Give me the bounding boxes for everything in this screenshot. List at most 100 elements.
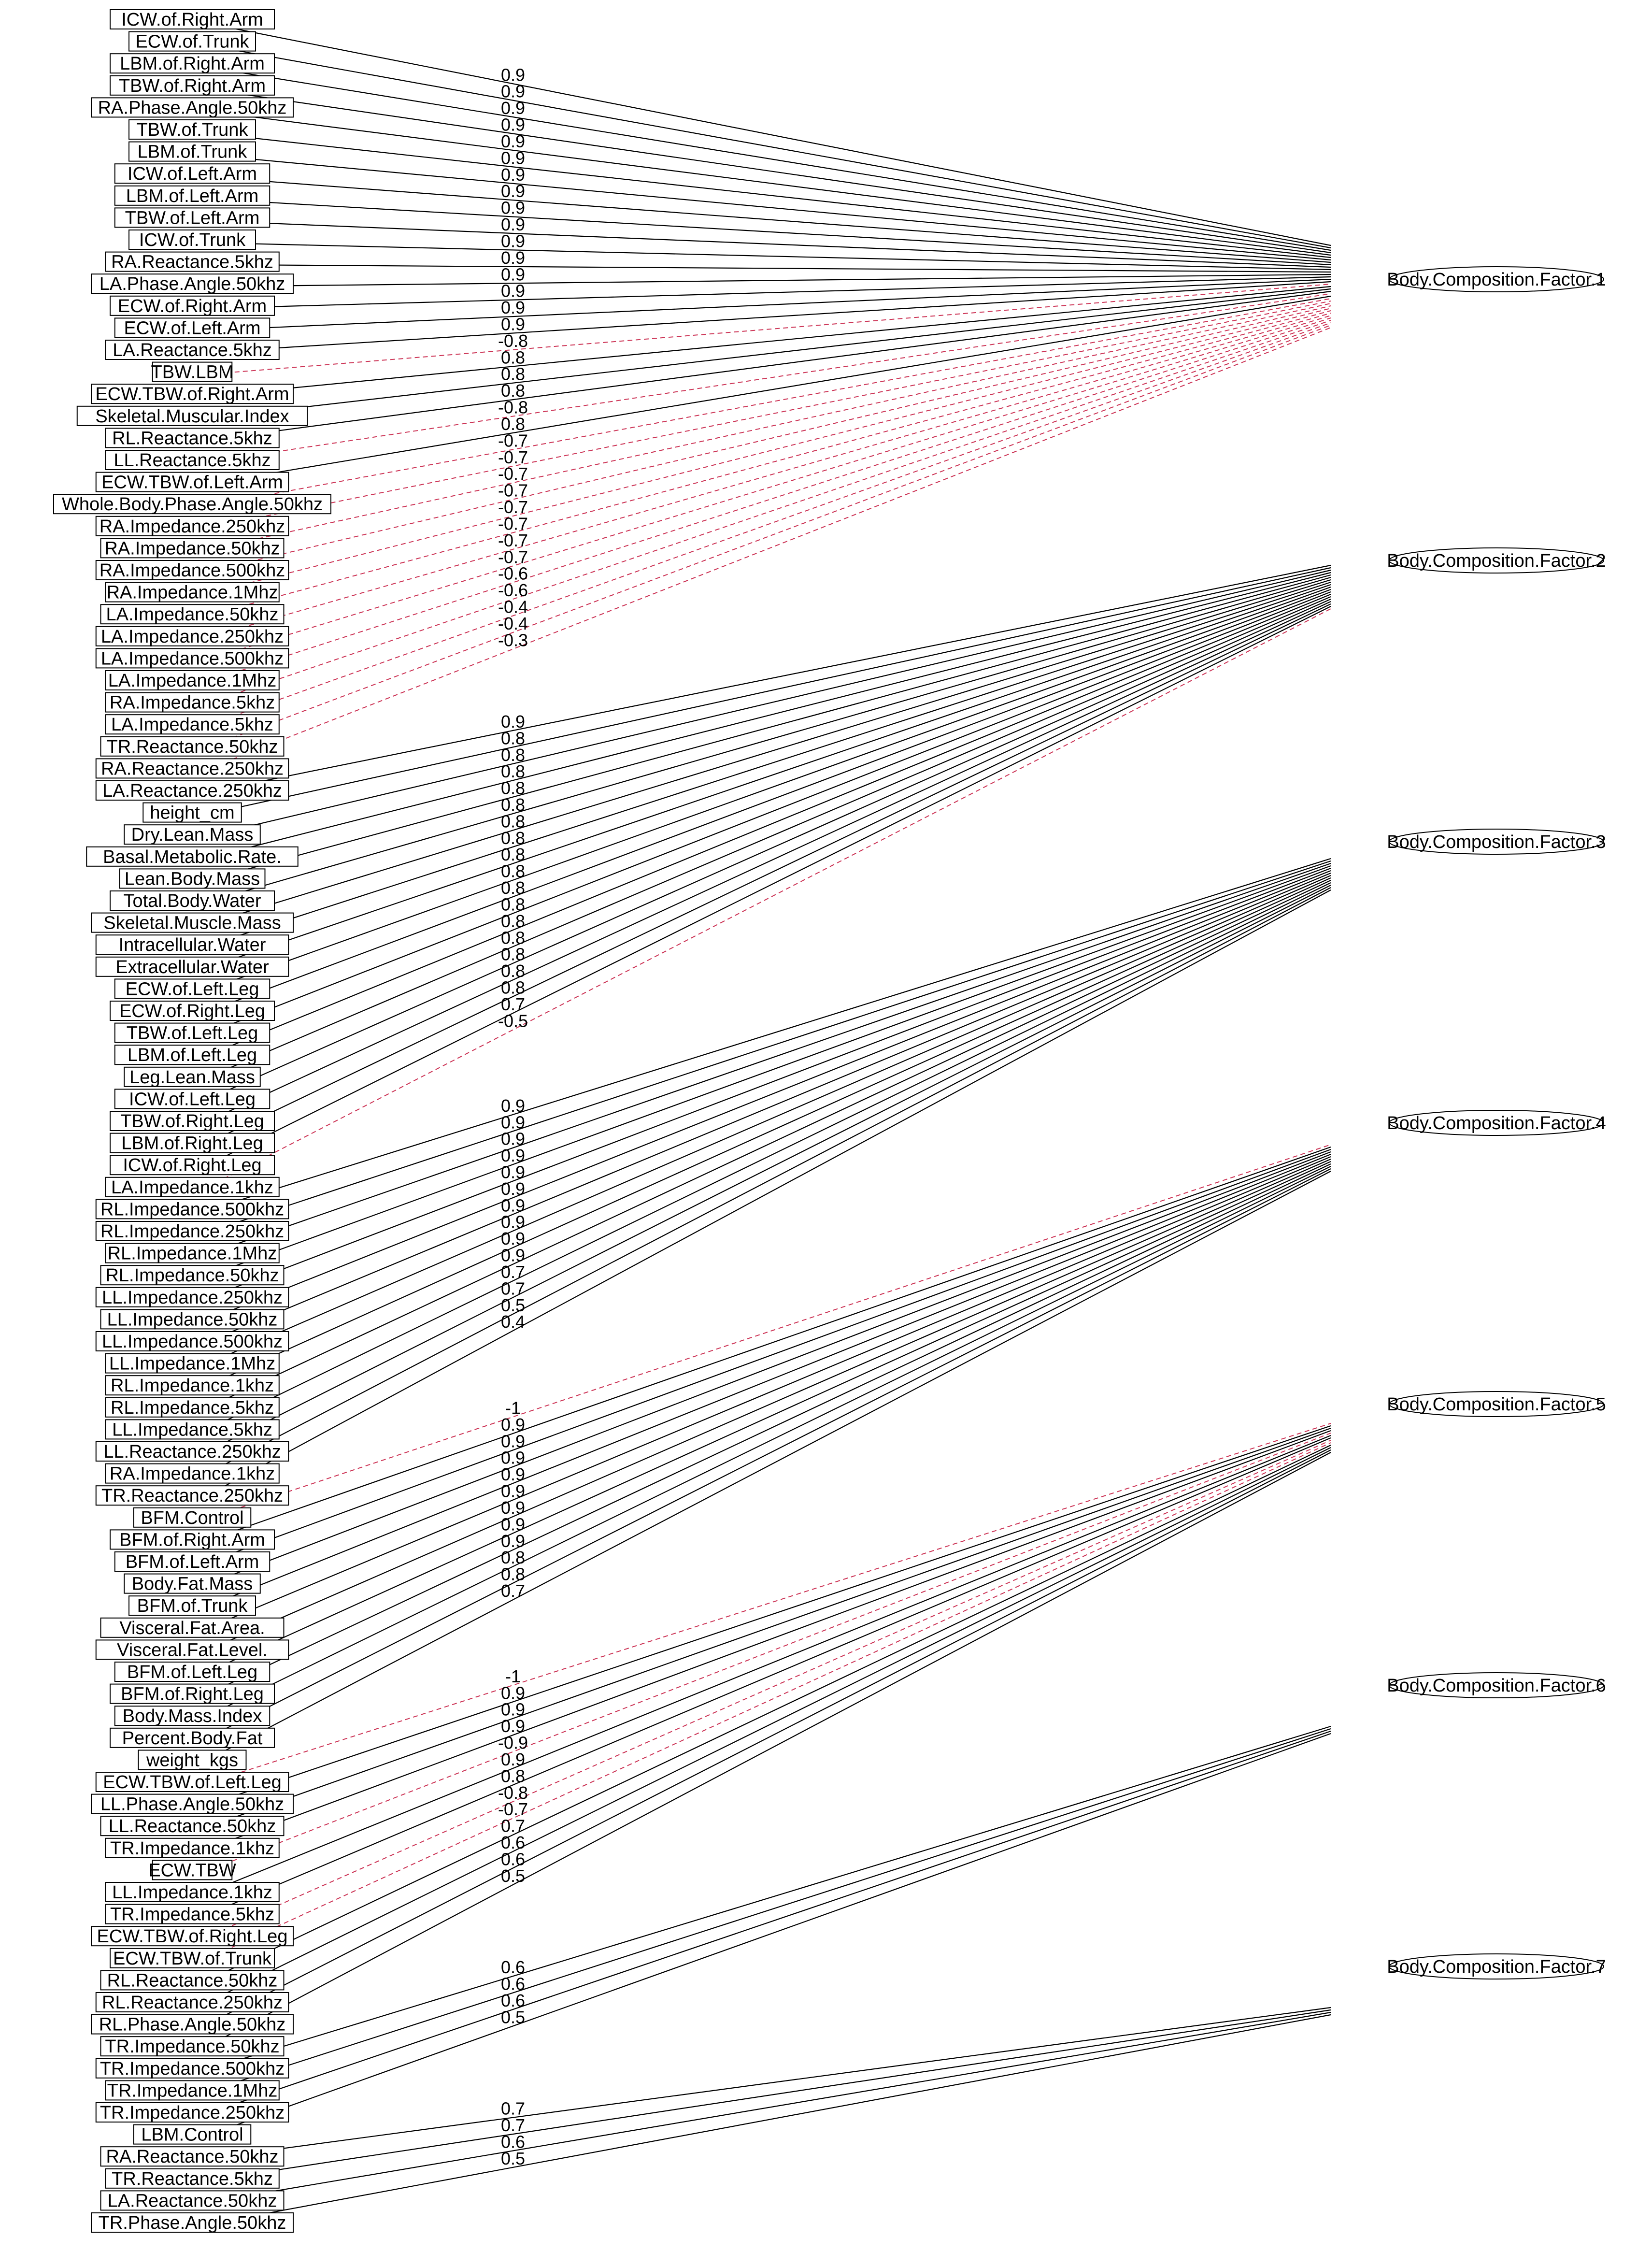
- variable-label: Leg.Lean.Mass: [129, 1067, 255, 1088]
- variable-node: ECW.TBW.of.Left.Arm: [95, 472, 289, 493]
- variable-box: [105, 251, 280, 272]
- loading-value: -0.6: [498, 564, 528, 584]
- variable-node: RA.Reactance.50khz: [100, 2146, 285, 2167]
- variable-node: LBM.of.Left.Arm: [114, 185, 271, 206]
- loading-edge: [201, 588, 1331, 1015]
- loading-value: 0.8: [501, 414, 525, 434]
- loading-edge: [201, 310, 1331, 618]
- loading-edge: [201, 1452, 1331, 2050]
- variable-label: LL.Impedance.1khz: [112, 1882, 272, 1903]
- variable-node: LL.Impedance.50khz: [100, 1309, 285, 1330]
- loading-edge: [201, 110, 1331, 256]
- variable-label: RA.Reactance.5khz: [111, 252, 273, 273]
- variable-box: [128, 1595, 256, 1616]
- factor-ellipse: [1389, 266, 1604, 292]
- variable-node: TBW.of.Right.Arm: [110, 75, 275, 96]
- loading-value: 0.9: [501, 181, 525, 201]
- variable-node: RL.Reactance.50khz: [100, 1970, 285, 1991]
- variable-box: [105, 692, 280, 713]
- loading-value: 0.7: [501, 1278, 525, 1298]
- variable-label: LA.Impedance.1Mhz: [108, 671, 277, 691]
- loading-edge: [201, 603, 1331, 1147]
- variable-box: [95, 758, 289, 779]
- variable-label: RL.Impedance.1Mhz: [108, 1244, 277, 1264]
- variable-node: RA.Impedance.5khz: [105, 692, 280, 713]
- loading-edge: [201, 284, 1331, 375]
- loading-edge: [201, 315, 1331, 662]
- loading-value: 0.8: [501, 795, 525, 815]
- variable-label: RA.Impedance.1Mhz: [107, 583, 278, 603]
- loading-value: 0.8: [501, 745, 525, 765]
- loading-value: 0.5: [501, 2149, 525, 2168]
- variable-label: TBW.of.Left.Arm: [125, 208, 260, 228]
- loading-edge: [201, 43, 1331, 249]
- loading-edge: [201, 564, 1331, 794]
- variable-label: Body.Fat.Mass: [132, 1574, 253, 1594]
- variable-label: RA.Phase.Angle.50khz: [98, 98, 287, 118]
- variable-box: [105, 1375, 280, 1396]
- loading-value: 0.8: [501, 761, 525, 781]
- variable-label: Whole.Body.Phase.Angle.50khz: [62, 494, 323, 515]
- variable-node: ECW.of.Left.Leg: [114, 978, 271, 999]
- loading-value: 0.9: [501, 131, 525, 151]
- variable-node: RL.Impedance.250khz: [95, 1221, 289, 1242]
- loading-edge: [201, 1166, 1331, 1720]
- variable-label: TBW.of.Trunk: [137, 120, 249, 140]
- variable-node: RA.Phase.Angle.50khz: [91, 97, 294, 118]
- loading-edge: [201, 176, 1331, 263]
- variable-label: Skeletal.Muscle.Mass: [103, 913, 281, 933]
- variable-node: ECW.TBW.of.Left.Leg: [95, 1772, 289, 1793]
- variable-node: TR.Impedance.5khz: [105, 1904, 280, 1925]
- variable-box: [105, 582, 280, 602]
- variable-node: TBW.of.Left.Leg: [114, 1022, 271, 1044]
- variable-label: LA.Impedance.250khz: [101, 627, 284, 647]
- variable-box: [114, 1089, 271, 1109]
- variable-box: [110, 75, 275, 96]
- variable-label: RA.Impedance.500khz: [100, 560, 285, 581]
- variable-node: ECW.TBW: [148, 1860, 236, 1880]
- loading-edge: [201, 1153, 1331, 1609]
- loading-value: 0.8: [501, 1564, 525, 1584]
- variable-label: Body.Mass.Index: [123, 1706, 262, 1726]
- loading-edge: [201, 1144, 1331, 1521]
- loading-edge: [201, 278, 1331, 331]
- variable-node: LA.Impedance.250khz: [95, 626, 289, 647]
- variable-box: [100, 2190, 285, 2211]
- variable-label: LL.Impedance.1Mhz: [109, 1354, 275, 1374]
- variable-box: [95, 2102, 289, 2123]
- variable-label: LL.Phase.Angle.50khz: [100, 1794, 284, 1815]
- variable-label: BFM.of.Right.Arm: [119, 1530, 265, 1550]
- loading-edge: [201, 305, 1331, 574]
- loading-value: 0.9: [501, 165, 525, 185]
- loading-value: -0.7: [498, 430, 528, 450]
- variable-label: TR.Impedance.5khz: [110, 1905, 274, 1925]
- loading-value: 0.9: [501, 314, 525, 334]
- loading-edge: [201, 574, 1331, 882]
- loading-edge: [201, 593, 1331, 1059]
- variable-box: [95, 516, 289, 536]
- loading-value: 0.9: [501, 1481, 525, 1501]
- variable-box: [105, 1837, 280, 1858]
- variable-node: TR.Phase.Angle.50khz: [91, 2212, 294, 2233]
- variable-box: [114, 163, 271, 184]
- loading-edge: [201, 154, 1331, 261]
- loading-edge: [201, 131, 1331, 258]
- loading-value: 0.7: [501, 2115, 525, 2135]
- variable-box: [91, 2014, 294, 2035]
- variable-label: TR.Impedance.50khz: [105, 2037, 279, 2057]
- loading-edge: [201, 320, 1331, 706]
- variable-box: [100, 2146, 285, 2167]
- loading-value: 0.8: [501, 878, 525, 898]
- variable-box: [105, 428, 280, 448]
- variable-node: ECW.of.Left.Arm: [114, 317, 271, 338]
- loading-edge: [201, 569, 1331, 838]
- loading-edge: [201, 1725, 1331, 2072]
- variable-node: RL.Reactance.5khz: [105, 428, 280, 448]
- loading-value: 0.8: [501, 1766, 525, 1786]
- variable-box: [100, 1309, 285, 1330]
- variable-node: TR.Impedance.1khz: [105, 1837, 280, 1859]
- variable-box: [114, 1662, 271, 1682]
- variable-node: height_cm: [142, 802, 242, 823]
- variable-label: Skeletal.Muscular.Index: [95, 406, 289, 427]
- variable-node: TR.Reactance.250khz: [95, 1485, 289, 1506]
